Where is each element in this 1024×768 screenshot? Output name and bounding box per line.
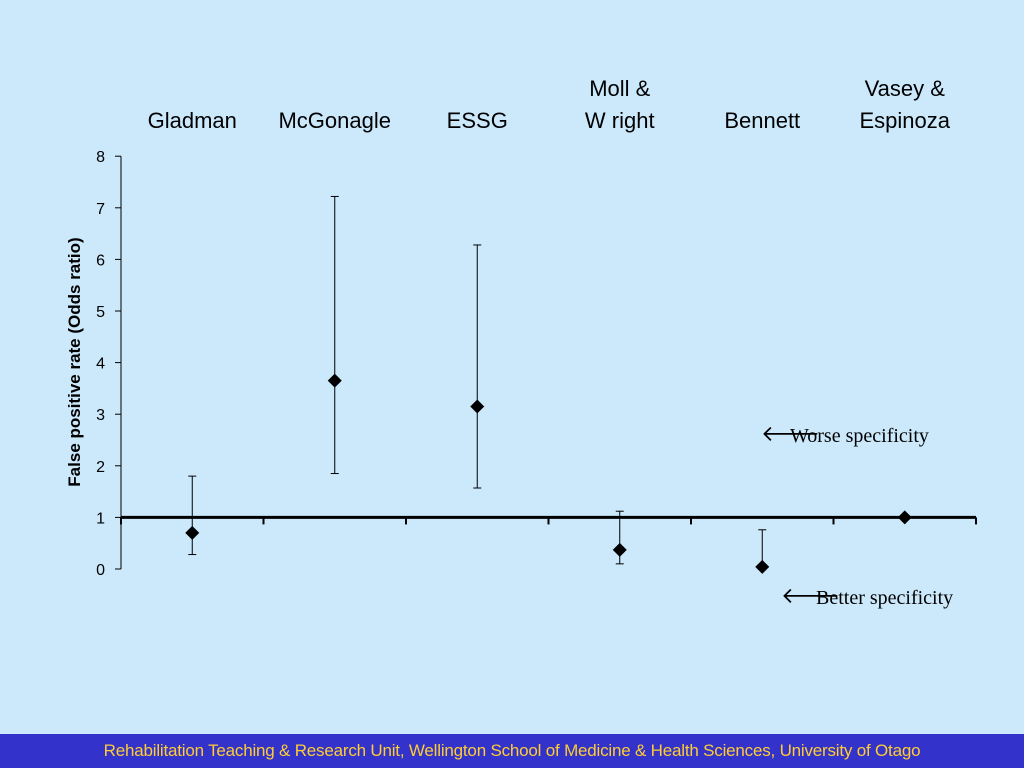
data-points	[185, 373, 912, 574]
y-axis: 0 1 2 3 4 5 6 7 8	[96, 149, 122, 579]
data-point	[185, 525, 200, 540]
category-label: McGonagle	[278, 108, 391, 133]
data-point	[755, 559, 770, 574]
reference-line-group	[120, 515, 977, 525]
y-tick-label: 1	[96, 510, 105, 527]
footer-text: Rehabilitation Teaching & Research Unit,…	[103, 741, 921, 760]
error-bars	[188, 195, 767, 567]
category-label: W right	[585, 108, 655, 133]
category-label: Vasey &	[865, 76, 946, 101]
better-specificity-label: Better specificity	[816, 587, 953, 609]
footer-bar: Rehabilitation Teaching & Research Unit,…	[0, 734, 1024, 768]
category-label: Bennett	[724, 108, 800, 133]
y-axis-label: False positive rate (Odds ratio)	[65, 237, 84, 486]
y-tick-label: 7	[96, 201, 105, 218]
data-point	[327, 373, 342, 388]
y-tick-label: 3	[96, 407, 105, 424]
odds-ratio-chart: 0 1 2 3 4 5 6 7 8 Gladman McGonagle ESSG Moll & W ri…	[65, 76, 977, 609]
data-point	[612, 542, 627, 557]
worse-specificity-label: Worse specificity	[790, 425, 929, 447]
y-tick-label: 0	[96, 562, 105, 579]
left-arrow-icon: 🡐	[761, 422, 820, 447]
annotation-better: 🡐 Better specificity	[781, 584, 953, 609]
y-tick-label: 4	[96, 356, 105, 373]
left-arrow-icon: 🡐	[781, 584, 840, 609]
y-tick-label: 6	[96, 252, 105, 269]
y-tick-label: 8	[96, 149, 105, 166]
y-tick-label: 5	[96, 304, 105, 321]
category-label: Moll &	[589, 76, 650, 101]
annotation-worse: 🡐 Worse specificity	[761, 422, 929, 447]
category-label: ESSG	[447, 108, 508, 133]
category-label: Espinoza	[859, 108, 950, 133]
y-tick-label: 2	[96, 459, 105, 476]
category-labels: Gladman McGonagle ESSG Moll & W right Bennett…	[148, 76, 951, 133]
category-label: Gladman	[148, 108, 237, 133]
data-point	[470, 399, 485, 414]
data-point	[897, 510, 912, 525]
